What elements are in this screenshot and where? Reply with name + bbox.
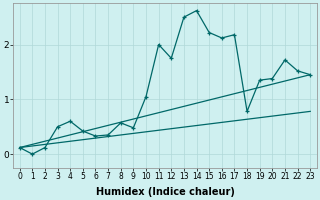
X-axis label: Humidex (Indice chaleur): Humidex (Indice chaleur) (96, 187, 234, 197)
